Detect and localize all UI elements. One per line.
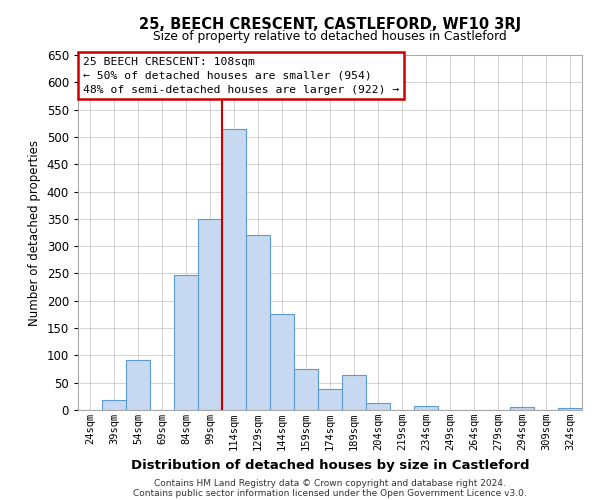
Bar: [318, 389, 342, 410]
Text: 25, BEECH CRESCENT, CASTLEFORD, WF10 3RJ: 25, BEECH CRESCENT, CASTLEFORD, WF10 3RJ: [139, 18, 521, 32]
Bar: [270, 314, 294, 410]
Bar: [102, 400, 126, 410]
Bar: [198, 219, 222, 410]
Bar: [558, 408, 582, 410]
Bar: [222, 128, 246, 410]
Bar: [126, 360, 150, 410]
X-axis label: Distribution of detached houses by size in Castleford: Distribution of detached houses by size …: [131, 458, 529, 471]
Bar: [174, 274, 198, 410]
Text: 25 BEECH CRESCENT: 108sqm
← 50% of detached houses are smaller (954)
48% of semi: 25 BEECH CRESCENT: 108sqm ← 50% of detac…: [83, 57, 399, 95]
Bar: [366, 404, 390, 410]
Bar: [510, 408, 534, 410]
Text: Contains public sector information licensed under the Open Government Licence v3: Contains public sector information licen…: [133, 488, 527, 498]
Text: Contains HM Land Registry data © Crown copyright and database right 2024.: Contains HM Land Registry data © Crown c…: [154, 478, 506, 488]
Bar: [294, 369, 318, 410]
Text: Size of property relative to detached houses in Castleford: Size of property relative to detached ho…: [153, 30, 507, 43]
Y-axis label: Number of detached properties: Number of detached properties: [28, 140, 41, 326]
Bar: [342, 374, 366, 410]
Bar: [414, 406, 438, 410]
Bar: [246, 235, 270, 410]
